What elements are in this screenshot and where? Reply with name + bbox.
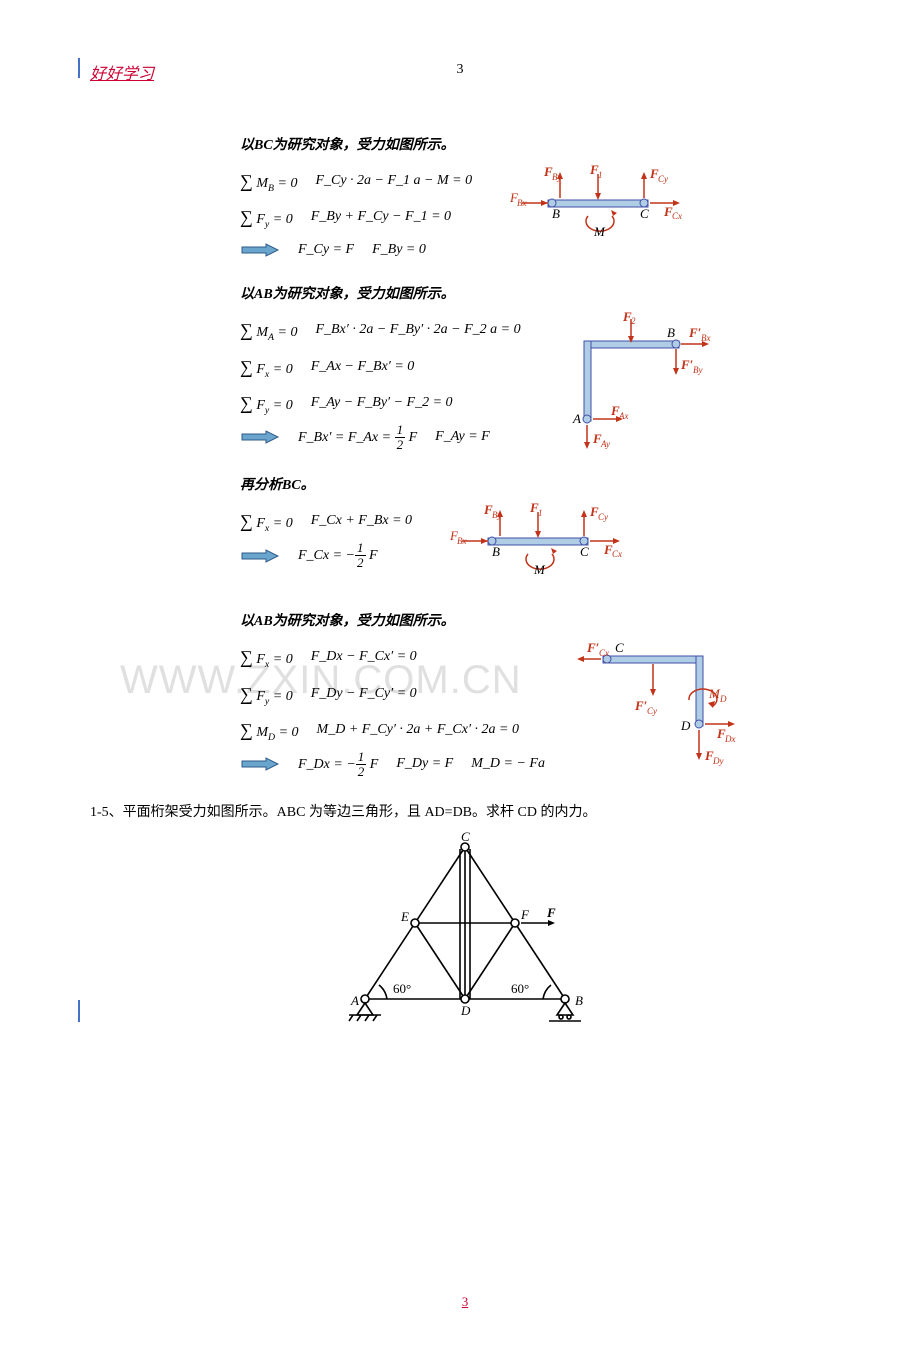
svg-text:Dx: Dx <box>724 734 736 744</box>
block3-heading: 再分析BC。 <box>240 474 840 494</box>
implies-arrow-icon <box>240 549 280 563</box>
svg-text:Ax: Ax <box>618 411 629 421</box>
page-number-bottom: 3 <box>90 1294 840 1310</box>
svg-text:D: D <box>460 1003 471 1018</box>
page-number-top: 3 <box>457 62 464 78</box>
svg-text:A: A <box>572 411 581 426</box>
svg-text:A: A <box>350 993 359 1008</box>
problem-1-5-figure: C E F F 60° 60° A D B <box>90 829 840 1034</box>
svg-text:C: C <box>580 544 589 559</box>
svg-text:2: 2 <box>631 316 636 326</box>
svg-text:Cx: Cx <box>612 549 622 559</box>
svg-text:By: By <box>492 510 502 520</box>
svg-text:D: D <box>719 694 727 704</box>
block1-heading: 以BC为研究对象，受力如图所示。 <box>240 134 840 154</box>
problem-1-5-text: 1-5、平面桁架受力如图所示。ABC 为等边三角形，且 AD=DB。求杆 CD … <box>90 801 840 821</box>
svg-text:By: By <box>552 172 562 182</box>
svg-text:F′: F′ <box>688 325 702 340</box>
implies-arrow-icon <box>240 430 280 444</box>
left-margin-bar <box>78 58 80 78</box>
block4-fbd-cd: F′Cx C F′Cy MD FDx FDy D <box>573 638 743 783</box>
svg-text:Cy: Cy <box>598 512 608 522</box>
svg-text:By: By <box>693 365 703 375</box>
left-margin-bar <box>78 1000 80 1022</box>
svg-text:C: C <box>640 206 649 221</box>
implies-arrow-icon <box>240 243 280 257</box>
implies-arrow-icon <box>240 757 280 771</box>
svg-text:Dy: Dy <box>712 756 724 766</box>
svg-text:F′: F′ <box>586 640 600 655</box>
svg-text:M: M <box>593 224 606 239</box>
svg-text:C: C <box>461 829 470 844</box>
svg-text:F′: F′ <box>634 698 648 713</box>
svg-text:Cx: Cx <box>672 211 682 221</box>
svg-text:Cx: Cx <box>599 648 609 658</box>
block2-heading: 以AB为研究对象，受力如图所示。 <box>240 283 840 303</box>
svg-text:B: B <box>552 206 560 221</box>
block2-equations: ∑ MA = 0 F_Bx′ · 2a − F_By′ · 2a − F_2 a… <box>240 311 521 454</box>
block4-equations: ∑ Fx = 0 F_Dx − F_Cx′ = 0 ∑ Fy = 0 F_Dy … <box>240 638 545 781</box>
svg-text:B: B <box>667 325 675 340</box>
svg-text:M: M <box>533 562 546 577</box>
block4-heading: 以AB为研究对象，受力如图所示。 <box>240 610 840 630</box>
svg-text:1: 1 <box>538 508 543 518</box>
svg-text:C: C <box>615 640 624 655</box>
svg-text:D: D <box>680 718 691 733</box>
svg-text:F: F <box>546 905 556 920</box>
block3-fbd-bc: FBy F1 FCy FBx FCx BMC <box>440 502 630 592</box>
header-site-link[interactable]: 好好学习 <box>90 66 154 83</box>
block2-fbd-ab: F2 B F′Bx F′By FAx FAy A <box>549 311 719 456</box>
block1-equations: ∑ MB = 0 F_Cy · 2a − F_1 a − M = 0 ∑ Fy … <box>240 162 472 265</box>
svg-text:60°: 60° <box>511 981 529 996</box>
svg-text:Cy: Cy <box>658 174 668 184</box>
svg-text:Bx: Bx <box>517 198 527 208</box>
svg-text:F: F <box>520 907 530 922</box>
svg-text:B: B <box>575 993 583 1008</box>
block1-fbd-bc: FBy F1 FCy FBx FCx BMC <box>500 162 690 257</box>
svg-text:Bx: Bx <box>701 333 711 343</box>
block3-equations: ∑ Fx = 0 F_Cx + F_Bx = 0 F_Cx = −12 F <box>240 502 412 572</box>
svg-text:Cy: Cy <box>647 706 657 716</box>
svg-text:B: B <box>492 544 500 559</box>
svg-text:Bx: Bx <box>457 536 467 546</box>
svg-text:F′: F′ <box>680 357 694 372</box>
svg-text:Ay: Ay <box>600 439 610 449</box>
svg-text:1: 1 <box>598 170 603 180</box>
svg-text:60°: 60° <box>393 981 411 996</box>
svg-text:E: E <box>400 909 409 924</box>
